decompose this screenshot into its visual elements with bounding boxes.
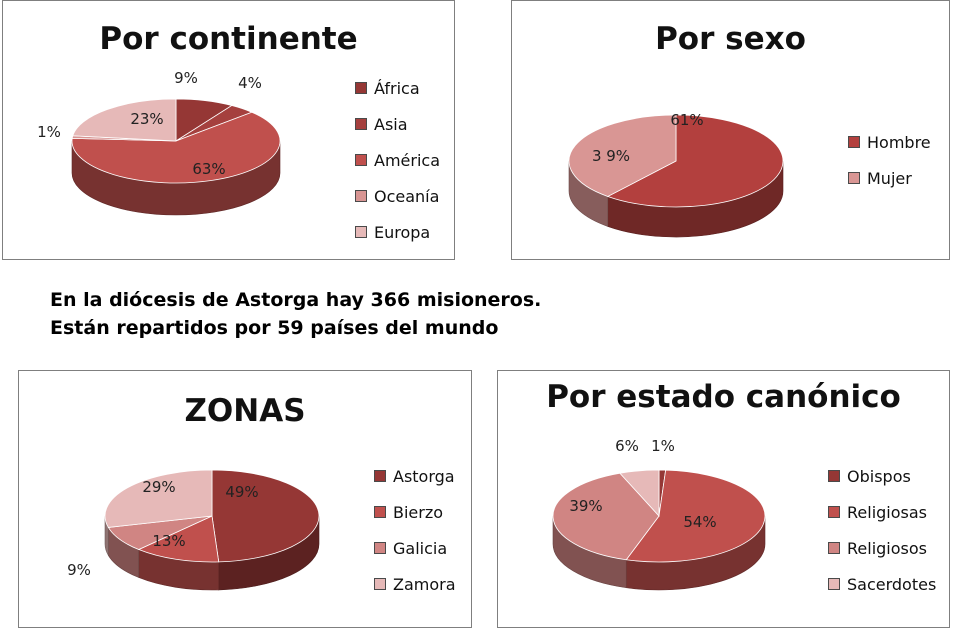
chart-title: Por estado canónico xyxy=(546,379,901,415)
legend-swatch xyxy=(828,542,840,554)
legend-swatch xyxy=(828,578,840,590)
data-label-zamora: 29% xyxy=(142,478,175,496)
legend-label: Zamora xyxy=(393,575,456,594)
chart-title: Por sexo xyxy=(655,21,806,57)
caption-line-2: Están repartidos por 59 países del mundo xyxy=(50,317,499,339)
legend-item-asia: Asia xyxy=(355,115,408,134)
data-label-europa: 23% xyxy=(130,110,163,128)
legend-item-religiosos: Religiosos xyxy=(828,539,927,558)
chart-title: ZONAS xyxy=(184,393,306,429)
legend-label: África xyxy=(374,79,420,98)
legend-item-europa: Europa xyxy=(355,223,430,242)
chart-title: Por continente xyxy=(99,21,358,57)
legend-swatch xyxy=(828,470,840,482)
legend-swatch xyxy=(848,136,860,148)
pie-slice-america xyxy=(71,111,281,184)
legend-swatch xyxy=(355,190,367,202)
legend-swatch xyxy=(848,172,860,184)
legend-label: Europa xyxy=(374,223,431,242)
pie-chart-zonas: 49% 13% 9% 29% xyxy=(67,469,320,591)
legend-item-hombre: Hombre xyxy=(848,133,931,152)
pie-slice-hombre xyxy=(606,114,784,208)
data-label-religiosas: 54% xyxy=(683,513,716,531)
legend-label: Galicia xyxy=(393,539,448,558)
data-label-america: 63% xyxy=(192,160,225,178)
legend-label: Obispos xyxy=(847,467,911,486)
pie-slice-religiosas xyxy=(625,469,766,563)
data-label-galicia: 9% xyxy=(67,561,91,579)
data-label-hombre: 61% xyxy=(670,111,703,129)
pie-side-walls xyxy=(104,515,320,591)
pie-slice-sacerdotes xyxy=(619,469,660,518)
pie-slice-religiosos xyxy=(552,472,660,561)
pie-slice-mujer xyxy=(568,114,677,197)
chart-panel-estado-canonico: Por estado canónico 1% 54% 39% 6% Obispos Re… xyxy=(497,370,950,628)
legend-swatch xyxy=(828,506,840,518)
pie-chart-sexo: 61% 3 9% xyxy=(568,111,784,238)
legend-swatch xyxy=(374,542,386,554)
pie-slice-astorga xyxy=(211,469,320,563)
pie-chart-continente: 9% 4% 63% 1% 23% xyxy=(37,69,281,216)
chart-panel-sexo: Por sexo 61% 3 9% Hombre Mujer xyxy=(511,0,950,260)
legend-swatch xyxy=(355,118,367,130)
pie-slices xyxy=(552,469,766,563)
legend-label: Bierzo xyxy=(393,503,444,522)
data-label-bierzo: 13% xyxy=(152,532,185,550)
caption-text: En la diócesis de Astorga hay 366 mision… xyxy=(50,286,541,342)
legend-swatch xyxy=(355,154,367,166)
legend-item-religiosas: Religiosas xyxy=(828,503,927,522)
legend-label: América xyxy=(374,151,440,170)
data-label-mujer: 3 9% xyxy=(592,147,630,165)
legend-label: Hombre xyxy=(867,133,931,152)
data-label-astorga: 49% xyxy=(225,483,258,501)
legend-label: Asia xyxy=(374,115,408,134)
pie-slices xyxy=(104,469,320,563)
legend-swatch xyxy=(374,470,386,482)
legend-item-galicia: Galicia xyxy=(374,539,447,558)
legend-item-mujer: Mujer xyxy=(848,169,912,188)
legend-label: Sacerdotes xyxy=(847,575,937,594)
legend-item-bierzo: Bierzo xyxy=(374,503,443,522)
legend-swatch xyxy=(355,82,367,94)
data-label-religiosos: 39% xyxy=(569,497,602,515)
legend-item-oceania: Oceanía xyxy=(355,187,439,206)
pie-slice-bierzo xyxy=(137,515,220,563)
pie-slices xyxy=(71,98,281,184)
pie-slices xyxy=(568,114,784,208)
data-label-obispos: 1% xyxy=(651,437,675,455)
data-label-oceania: 1% xyxy=(37,123,61,141)
data-label-sacerdotes: 6% xyxy=(615,437,639,455)
legend-label: Religiosos xyxy=(847,539,927,558)
legend-item-sacerdotes: Sacerdotes xyxy=(828,575,936,594)
caption-line-1: En la diócesis de Astorga hay 366 mision… xyxy=(50,289,542,311)
legend-label: Astorga xyxy=(393,467,455,486)
pie-slice-zamora xyxy=(104,469,213,528)
legend-label: Mujer xyxy=(867,169,912,188)
legend-swatch xyxy=(355,226,367,238)
data-label-africa: 9% xyxy=(174,69,198,87)
legend-item-america: América xyxy=(355,151,440,170)
chart-panel-continente: Por continente 9% 4% 63% 1% 23% África Asia Am… xyxy=(2,0,455,260)
legend-item-astorga: Astorga xyxy=(374,467,455,486)
legend-swatch xyxy=(374,506,386,518)
legend-item-obispos: Obispos xyxy=(828,467,911,486)
pie-chart-estado-canonico: 1% 54% 39% 6% xyxy=(552,437,766,591)
legend-item-africa: África xyxy=(355,79,420,98)
legend-item-zamora: Zamora xyxy=(374,575,456,594)
data-label-asia: 4% xyxy=(238,74,262,92)
legend-label: Oceanía xyxy=(374,187,440,206)
chart-panel-zonas: ZONAS 49% 13% 9% 29% Astorga Bierzo Galicia Za… xyxy=(18,370,472,628)
pie-slice-europa xyxy=(72,98,177,142)
legend-label: Religiosas xyxy=(847,503,927,522)
legend-swatch xyxy=(374,578,386,590)
